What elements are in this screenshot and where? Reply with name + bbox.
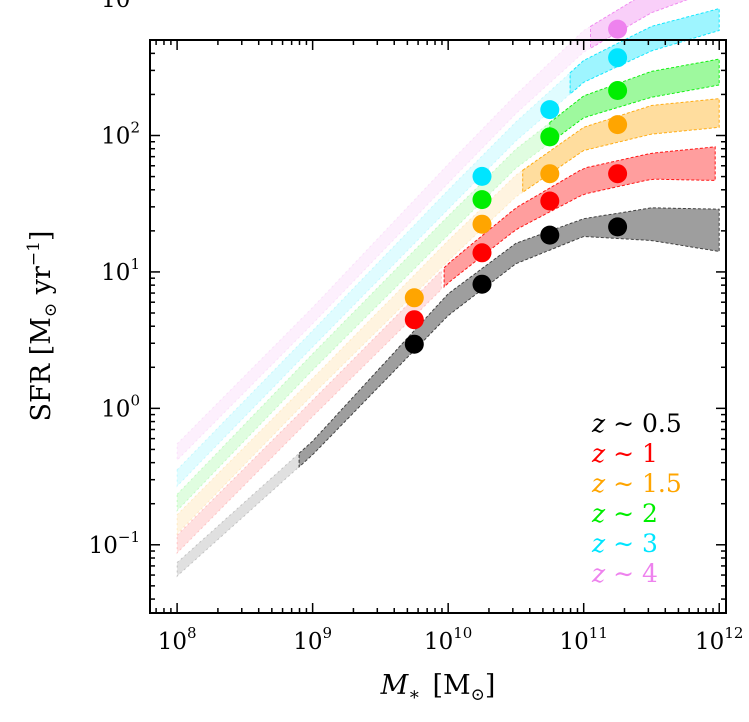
- legend-z: z: [591, 439, 606, 468]
- band-solid-3: [549, 58, 720, 144]
- legend-label: ∼ 1.5: [605, 469, 682, 498]
- band-solid-2: [522, 98, 720, 194]
- x-tick-label: 1012: [695, 624, 743, 655]
- y-tick-exp: 0: [130, 391, 140, 409]
- point-4-1: [540, 100, 560, 120]
- band-solid-5: [590, 0, 688, 50]
- y-axis-title: SFR [M⊙ yr−1]: [24, 231, 61, 422]
- y-tick-base: 10: [101, 0, 130, 13]
- point-3-2: [608, 81, 628, 100]
- point-0-0: [404, 334, 424, 354]
- y-tick-label: 100: [101, 391, 140, 422]
- legend-label: ∼ 1: [605, 439, 658, 468]
- legend: z ∼ 0.5z ∼ 1z ∼ 1.5z ∼ 2z ∼ 3z ∼ 4: [591, 409, 682, 588]
- x-tick-label: 1011: [560, 624, 608, 655]
- legend-entry: z ∼ 1: [591, 439, 658, 468]
- point-2-1: [472, 214, 492, 234]
- data-points: [404, 19, 628, 354]
- band-faint-4: [176, 71, 571, 488]
- point-0-2: [540, 225, 560, 245]
- point-1-3: [608, 164, 628, 184]
- x-tick-exp: 12: [724, 624, 743, 642]
- legend-label: ∼ 3: [605, 529, 658, 558]
- x-tick-exp: 9: [323, 624, 333, 642]
- y-axis-prefix: SFR [M: [26, 317, 57, 421]
- x-tick-base: 10: [560, 629, 589, 655]
- band-faint-0: [176, 452, 300, 578]
- legend-z: z: [591, 499, 606, 528]
- legend-entry: z ∼ 0.5: [591, 409, 682, 438]
- x-axis-unit-sub: ⊙: [471, 685, 485, 705]
- legend-entry: z ∼ 4: [591, 559, 658, 588]
- band-solid-1: [443, 146, 716, 289]
- point-1-2: [540, 191, 560, 211]
- x-axis-title: M∗ [M⊙]: [380, 670, 496, 705]
- band-faint-3: [176, 121, 551, 512]
- x-tick-label: 1010: [424, 624, 472, 655]
- legend-entry: z ∼ 2: [591, 499, 658, 528]
- legend-z: z: [591, 409, 606, 438]
- y-tick-label: 101: [101, 255, 140, 286]
- y-tick-exp: 1: [130, 255, 140, 273]
- y-axis-mid: yr: [26, 266, 57, 303]
- point-0-3: [608, 217, 628, 237]
- y-tick-exp: 2: [130, 119, 140, 137]
- point-1-1: [472, 243, 492, 263]
- sfr-bands: [176, 0, 720, 578]
- x-tick-exp: 10: [453, 624, 472, 642]
- band-faint-2: [176, 169, 524, 536]
- legend-z: z: [591, 529, 606, 558]
- y-axis-exp: −1: [24, 241, 44, 266]
- point-1-0: [404, 310, 424, 330]
- axis-ticks: [150, 39, 726, 613]
- legend-label: ∼ 0.5: [605, 409, 682, 438]
- band-faint-5: [176, 25, 591, 462]
- point-4-0: [472, 166, 492, 186]
- x-tick-exp: 8: [187, 624, 197, 642]
- legend-entry: z ∼ 3: [591, 529, 658, 558]
- y-tick-base: 10: [101, 396, 130, 422]
- x-axis-symbol-sub: ∗: [408, 684, 420, 705]
- legend-z: z: [591, 469, 606, 498]
- band-faint-1: [176, 269, 442, 555]
- x-tick-base: 10: [424, 629, 453, 655]
- band-solid-4: [569, 7, 720, 96]
- y-axis-close: ]: [26, 231, 57, 242]
- y-tick-exp: −1: [118, 528, 140, 546]
- y-tick-base: 10: [101, 124, 130, 150]
- x-tick-base: 10: [158, 629, 187, 655]
- x-tick-base: 10: [695, 629, 724, 655]
- point-3-1: [540, 127, 560, 147]
- y-tick-label: 10−1: [89, 528, 140, 559]
- legend-label: ∼ 2: [605, 499, 658, 528]
- legend-entry: z ∼ 1.5: [591, 469, 682, 498]
- point-5-0: [608, 19, 628, 39]
- y-tick-base: 10: [101, 260, 130, 286]
- y-axis-sub: ⊙: [41, 303, 61, 317]
- x-tick-base: 10: [293, 629, 322, 655]
- x-axis-unit-close: ]: [485, 670, 496, 701]
- point-2-3: [608, 115, 628, 135]
- x-tick-label: 109: [293, 624, 332, 655]
- x-tick-exp: 11: [589, 624, 608, 642]
- point-3-0: [472, 190, 492, 210]
- point-4-2: [608, 48, 628, 68]
- legend-z: z: [591, 559, 606, 588]
- y-tick-label: 103: [101, 0, 140, 13]
- x-axis-unit-open: [M: [432, 670, 470, 701]
- legend-label: ∼ 4: [605, 559, 658, 588]
- x-axis-symbol: M: [380, 670, 410, 701]
- x-tick-label: 108: [158, 624, 197, 655]
- point-0-1: [472, 274, 492, 294]
- point-2-2: [540, 164, 560, 184]
- point-2-0: [404, 288, 424, 308]
- band-solid-0: [298, 207, 720, 469]
- y-tick-label: 102: [101, 119, 140, 150]
- y-tick-base: 10: [89, 533, 118, 559]
